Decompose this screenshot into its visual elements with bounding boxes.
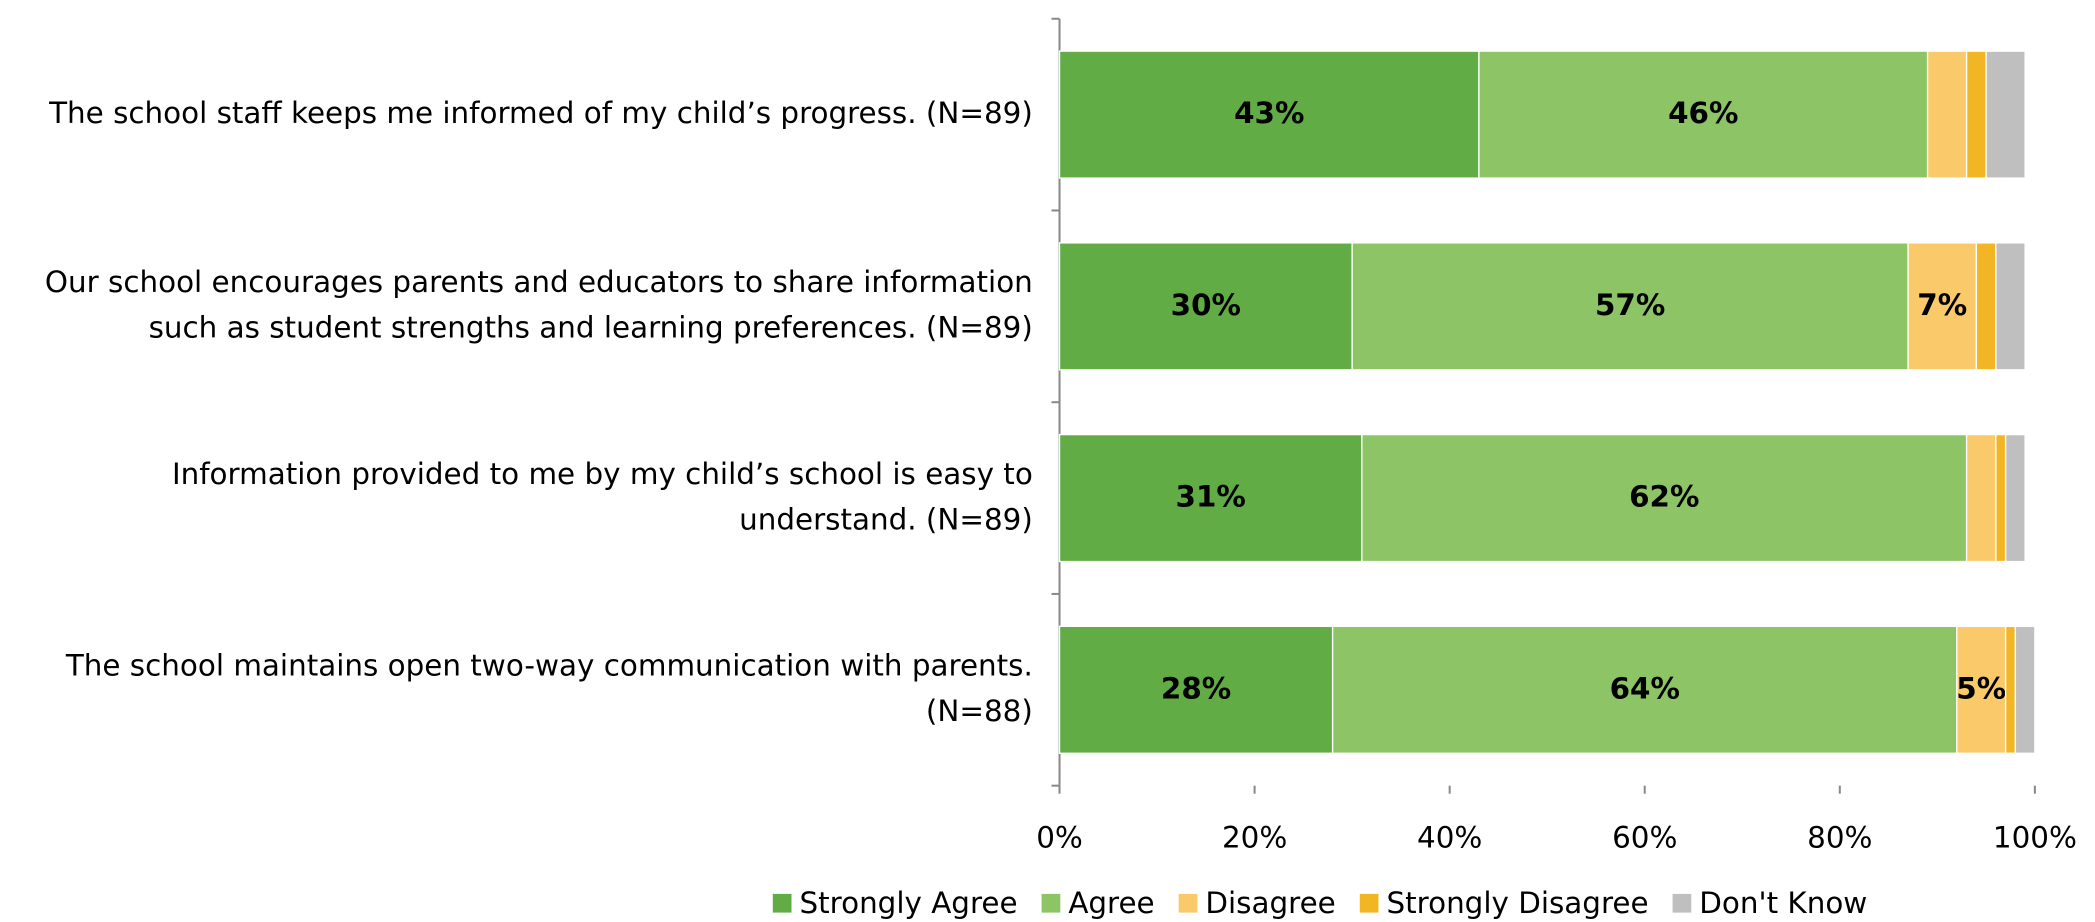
bar-segment <box>1985 50 2026 179</box>
bar-segment <box>2004 625 2017 754</box>
data-label: 7% <box>1917 288 1967 322</box>
legend-label: Disagree <box>1205 886 1335 920</box>
category-label: Information provided to me by my child’s… <box>172 457 1033 491</box>
category-label: understand. (N=89) <box>739 502 1033 536</box>
category-label: Our school encourages parents and educat… <box>45 265 1033 299</box>
x-tick-label: 80% <box>1807 821 1872 855</box>
x-tick-label: 40% <box>1417 821 1482 855</box>
legend-label: Agree <box>1068 886 1154 920</box>
x-tick-label: 20% <box>1222 821 1287 855</box>
data-label: 5% <box>1956 671 2006 705</box>
bar-segment <box>1995 433 2007 563</box>
category-label: (N=88) <box>926 694 1033 728</box>
bar-segment <box>2014 625 2036 754</box>
bar-segment <box>1995 242 2026 371</box>
bar-segment <box>1361 433 1968 563</box>
legend-label: Don't Know <box>1699 886 1867 920</box>
legend-swatch <box>1672 893 1692 913</box>
bar-segment <box>1975 242 1997 371</box>
bar-segment <box>1907 242 1978 371</box>
legend-label: Strongly Agree <box>800 886 1018 920</box>
bar-segment <box>1058 625 1334 754</box>
bar-segment <box>1058 433 1363 563</box>
data-label: 62% <box>1629 480 1699 514</box>
data-label: 43% <box>1234 96 1304 130</box>
bar-segment <box>1058 242 1353 371</box>
legend-swatch <box>1359 893 1379 913</box>
x-tick-label: 0% <box>1036 821 1083 855</box>
bar-segment <box>1478 50 1929 179</box>
bar-segment <box>1965 433 1997 563</box>
bar-segment <box>1331 625 1958 754</box>
category-label: such as student strengths and learning p… <box>149 311 1033 345</box>
bar-segment <box>1058 50 1480 179</box>
bar-segment <box>1956 625 2007 754</box>
category-label: The school staff keeps me informed of my… <box>48 96 1033 130</box>
bar-segment <box>1351 242 1909 371</box>
data-label: 57% <box>1595 288 1665 322</box>
data-label: 28% <box>1161 671 1231 705</box>
x-tick-label: 60% <box>1612 821 1677 855</box>
category-label: The school maintains open two-way commun… <box>65 649 1033 683</box>
data-label: 31% <box>1176 480 1246 514</box>
data-label: 64% <box>1610 671 1680 705</box>
legend-swatch <box>1178 893 1198 913</box>
bar-segment <box>2004 433 2026 563</box>
legend-swatch <box>1041 893 1061 913</box>
x-tick-label: 100% <box>1993 821 2077 855</box>
bar-segment <box>1965 50 1987 179</box>
bar-segment <box>1926 50 1968 179</box>
data-label: 46% <box>1668 96 1738 130</box>
legend-label: Strongly Disagree <box>1387 886 1649 920</box>
data-label: 30% <box>1171 288 1241 322</box>
legend-swatch <box>772 893 792 913</box>
